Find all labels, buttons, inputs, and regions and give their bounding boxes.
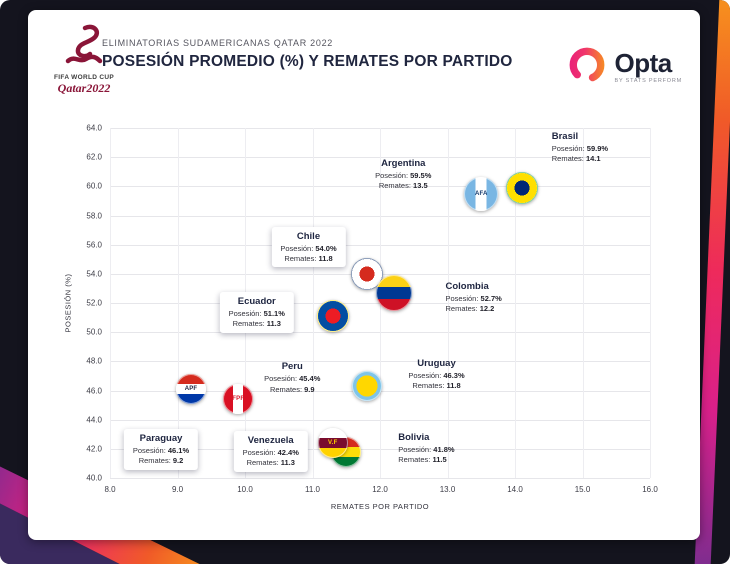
team-posesion-bolivia: Posesión: 41.8% <box>398 444 455 454</box>
opta-wordmark: Opta BY STATS PERFORM <box>614 50 682 85</box>
opta-mark-icon <box>568 46 606 89</box>
team-label-brasil: Brasil Posesión: 59.9% Remates: 14.1 <box>552 131 608 164</box>
team-label-paraguay: Paraguay Posesión: 46.1% Remates: 9.2 <box>123 429 199 470</box>
y-tick-label: 64.0 <box>86 123 102 133</box>
team-remates-bolivia: Remates: 11.5 <box>398 455 447 464</box>
team-posesion-uruguay: Posesión: 46.3% <box>408 371 465 380</box>
team-posesion-venezuela: Posesión: 42.4% <box>242 447 299 457</box>
team-badge-ecuador <box>316 300 349 333</box>
team-name-paraguay: Paraguay <box>139 433 183 445</box>
team-badge-uruguay <box>351 371 382 402</box>
gridline-vertical <box>447 128 449 478</box>
team-badge-brasil <box>505 171 538 204</box>
team-label-chile: Chile Posesión: 54.0% Remates: 11.8 <box>271 226 346 268</box>
y-tick-label: 62.0 <box>86 152 102 162</box>
team-label-peru: Peru Posesión: 45.4% Remates: 9.9 <box>264 361 320 394</box>
y-tick-label: 42.0 <box>86 444 102 454</box>
team-remates-ecuador: Remates: 11.3 <box>232 319 281 329</box>
y-tick-label: 44.0 <box>86 415 102 425</box>
team-remates-brasil: Remates: 14.1 <box>551 154 601 164</box>
team-remates-argentina: Remates: 13.5 <box>378 180 428 190</box>
fifa-logo-text: FIFA WORLD CUP <box>54 74 114 82</box>
fifa-world-cup-logo: FIFA WORLD CUP Qatar2022 <box>44 24 124 96</box>
team-label-ecuador: Ecuador Posesión: 51.1% Remates: 11.3 <box>219 292 294 333</box>
team-label-bolivia: Bolivia Posesión: 41.8% Remates: 11.5 <box>398 432 454 465</box>
y-tick-label: 52.0 <box>86 298 102 308</box>
team-name-colombia: Colombia <box>445 280 489 292</box>
team-remates-chile: Remates: 11.8 <box>284 254 333 264</box>
x-tick-label: 10.0 <box>237 485 253 494</box>
y-tick-label: 48.0 <box>86 356 102 366</box>
team-label-venezuela: Venezuela Posesión: 42.4% Remates: 11.3 <box>233 431 308 472</box>
team-posesion-paraguay: Posesión: 46.1% <box>132 445 190 455</box>
team-name-chile: Chile <box>296 230 321 242</box>
x-tick-label: 8.0 <box>104 485 116 494</box>
y-tick-label: 58.0 <box>86 211 102 220</box>
x-tick-label: 13.0 <box>439 485 456 494</box>
x-tick-label: 16.0 <box>642 485 658 494</box>
team-remates-colombia: Remates: 12.2 <box>445 304 495 314</box>
y-tick-label: 60.0 <box>86 181 102 191</box>
y-tick-label: 54.0 <box>86 269 102 279</box>
gridline-vertical <box>312 128 314 478</box>
x-axis-title: REMATES POR PARTIDO <box>330 502 430 511</box>
team-name-bolivia: Bolivia <box>398 431 430 443</box>
team-posesion-colombia: Posesión: 52.7% <box>445 293 502 303</box>
y-tick-label: 40.0 <box>86 473 102 483</box>
team-badge-colombia <box>375 274 412 311</box>
team-posesion-chile: Posesión: 54.0% <box>280 243 337 253</box>
x-tick-label: 14.0 <box>507 485 523 494</box>
opta-name-text: Opta <box>614 48 672 79</box>
chart-card: FIFA WORLD CUP Qatar2022 ELIMINATORIAS S… <box>28 10 700 540</box>
x-tick-label: 9.0 <box>171 485 184 494</box>
team-badge-letter: FPF <box>232 396 245 403</box>
team-posesion-argentina: Posesión: 59.5% <box>375 170 432 180</box>
opta-logo: Opta BY STATS PERFORM <box>568 46 682 89</box>
y-axis-title: POSESIÓN (%) <box>63 273 73 333</box>
team-name-uruguay: Uruguay <box>417 358 456 370</box>
team-badge-argentina: AFA <box>464 176 499 211</box>
fifa-emblem-icon <box>61 24 107 72</box>
team-label-colombia: Colombia Posesión: 52.7% Remates: 12.2 <box>446 281 502 314</box>
team-badge-letter: AFA <box>474 190 488 197</box>
team-name-argentina: Argentina <box>381 157 426 169</box>
gridline-vertical <box>582 128 584 478</box>
team-badge-letter: APF <box>184 386 198 393</box>
team-remates-paraguay: Remates: 9.2 <box>138 456 184 466</box>
fifa-logo-qatar-text: Qatar2022 <box>57 80 111 95</box>
team-name-ecuador: Ecuador <box>237 296 276 308</box>
gridline-vertical <box>515 128 516 478</box>
team-posesion-ecuador: Posesión: 51.1% <box>228 309 285 318</box>
x-tick-label: 12.0 <box>372 485 388 494</box>
team-name-peru: Peru <box>281 361 303 373</box>
team-name-venezuela: Venezuela <box>247 435 294 446</box>
opta-sub-text: BY STATS PERFORM <box>614 78 682 85</box>
chart-eyebrow: ELIMINATORIAS SUDAMERICANAS QATAR 2022 <box>102 38 333 48</box>
team-badge-peru: FPF <box>223 384 254 415</box>
y-tick-label: 56.0 <box>86 240 102 250</box>
team-badge-paraguay: APF <box>176 374 206 405</box>
y-tick-label: 50.0 <box>86 327 102 337</box>
team-remates-peru: Remates: 9.9 <box>269 384 315 394</box>
gridline-vertical <box>110 128 111 478</box>
team-badge-venezuela: V.F <box>317 428 348 458</box>
header: ELIMINATORIAS SUDAMERICANAS QATAR 2022 P… <box>102 38 513 71</box>
gridline-horizontal <box>110 478 650 479</box>
x-tick-label: 15.0 <box>574 485 591 494</box>
gridline-vertical <box>177 128 179 478</box>
plot-area: 40.0 42.0 44.0 46.0 48.0 50.0 52.0 54.0 56.0 58.0… <box>86 124 657 495</box>
chart-title: POSESIÓN PROMEDIO (%) Y REMATES POR PART… <box>102 53 513 70</box>
team-posesion-brasil: Posesión: 59.9% <box>551 143 609 153</box>
team-label-argentina: Argentina Posesión: 59.5% Remates: 13.5 <box>375 158 431 191</box>
x-tick-label: 11.0 <box>305 485 320 494</box>
team-badge-letter: V.F <box>328 440 338 446</box>
y-tick-label: 46.0 <box>86 386 102 395</box>
team-name-brasil: Brasil <box>551 130 579 142</box>
team-label-uruguay: Uruguay Posesión: 46.3% Remates: 11.8 <box>408 358 464 391</box>
team-remates-venezuela: Remates: 11.3 <box>246 458 295 468</box>
team-posesion-peru: Posesión: 45.4% <box>264 374 321 384</box>
gridline-vertical <box>650 128 651 478</box>
team-remates-uruguay: Remates: 11.8 <box>412 381 461 391</box>
